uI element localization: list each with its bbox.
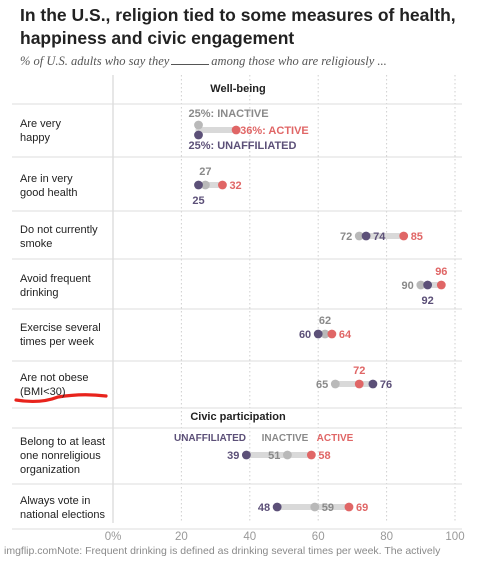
dot-inactive (283, 450, 292, 460)
value-label-active: 58 (318, 450, 330, 462)
value-label-unaffiliated: 25%: UNAFFILIATED (189, 140, 297, 152)
value-label-unaffiliated: 25 (192, 195, 204, 207)
dot-unaffiliated (361, 231, 371, 241)
dot-inactive (194, 120, 203, 130)
x-tick-label: 100 (445, 531, 464, 543)
dot-inactive (416, 280, 426, 290)
dot-active (354, 379, 364, 389)
row-label: times per week (20, 336, 94, 348)
dot-unaffiliated (423, 280, 433, 290)
row-label: smoke (20, 238, 52, 250)
dot-inactive (320, 329, 330, 339)
row-label: Avoid frequent (20, 273, 91, 285)
row-separators (12, 103, 462, 530)
value-label-active: 64 (339, 329, 352, 341)
row-label: one nonreligious (20, 450, 101, 462)
x-tick-label: 80 (380, 531, 393, 543)
dot-unaffiliated (313, 329, 323, 339)
dot-unaffiliated (194, 130, 203, 140)
value-label-inactive: 62 (319, 315, 331, 327)
value-label-unaffiliated: 92 (422, 295, 434, 307)
value-label-inactive: 51 (268, 450, 280, 462)
section-header: Civic participation (190, 411, 286, 423)
x-tick-label: 20 (175, 531, 188, 543)
dot-active (436, 280, 446, 290)
row-label: national elections (20, 509, 106, 521)
x-tick-label: 60 (312, 531, 325, 543)
footer-source: imgflip.com (4, 545, 58, 557)
value-label-active: 72 (353, 365, 365, 377)
row-label: (BMI<30) (20, 386, 66, 398)
value-label-active: 96 (435, 266, 447, 278)
dot-unaffiliated (241, 450, 251, 460)
value-label-active: 69 (356, 502, 368, 514)
footer: imgflip.comNote: Frequent drinking is de… (4, 545, 440, 557)
row-label: Do not currently (20, 224, 98, 236)
row-label: good health (20, 187, 78, 199)
dot-active (218, 180, 227, 190)
legend-entry-active: ACTIVE (317, 433, 354, 444)
row-label: Are not obese (20, 372, 89, 384)
value-label-unaffiliated: 39 (227, 450, 239, 462)
gridlines (112, 75, 456, 523)
value-label-active: 36%: ACTIVE (240, 125, 309, 137)
dot-active (231, 125, 241, 135)
value-label-inactive: 65 (316, 379, 328, 391)
dot-unaffiliated (368, 379, 378, 389)
x-tick-label: 0% (105, 531, 122, 543)
row-label: Belong to at least (20, 436, 105, 448)
footer-note: Note: Frequent drinking is defined as dr… (57, 545, 441, 557)
value-label-inactive: 90 (402, 280, 414, 292)
value-label-inactive: 59 (322, 502, 334, 514)
row-label: Always vote in (20, 495, 90, 507)
value-label-active: 85 (411, 231, 423, 243)
row-label: Are very (20, 118, 61, 130)
data-marks: 25%: UNAFFILIATED 25%: INACTIVE 36%: ACTIV… (189, 108, 448, 514)
value-label-unaffiliated: 76 (380, 379, 392, 391)
value-label-inactive: 72 (340, 231, 352, 243)
row-label: Are in very (20, 173, 73, 185)
legend-entry-inactive: INACTIVE (262, 433, 309, 444)
value-label-inactive: 27 (199, 166, 211, 178)
dot-unaffiliated (194, 180, 203, 190)
dot-inactive (330, 379, 340, 389)
x-tick-label: 40 (243, 531, 256, 543)
value-label-inactive: 25%: INACTIVE (189, 108, 269, 120)
row-labels: Well-being Civic participation Are very hap… (14, 83, 354, 521)
chart-subtitle: % of U.S. adults who say they among those… (20, 54, 387, 69)
subtitle-end: among those who are religiously ... (211, 54, 387, 68)
value-label-unaffiliated: 74 (373, 231, 386, 243)
dot-inactive (200, 180, 210, 190)
dot-active (327, 329, 337, 339)
dot-active (399, 231, 409, 241)
annotation-underline (14, 393, 108, 404)
chart-title: In the U.S., religion tied to some measu… (20, 5, 456, 48)
subtitle-blank (171, 64, 210, 65)
section-header: Well-being (210, 83, 265, 95)
dot-active (306, 450, 316, 460)
dot-active (344, 502, 354, 512)
legend-entry-unaffiliated: UNAFFILIATED (174, 433, 246, 444)
row-label: Exercise several (20, 322, 101, 334)
value-label-unaffiliated: 48 (258, 502, 270, 514)
dot-inactive (354, 231, 364, 241)
x-axis-ticks: 0% 20 40 60 80 100 (105, 531, 465, 543)
dot-inactive (310, 502, 320, 512)
dot-unaffiliated (272, 502, 282, 512)
subtitle-start: % of U.S. adults who say they (20, 54, 170, 68)
row-label: organization (20, 464, 80, 476)
row-label: drinking (20, 287, 59, 299)
value-label-unaffiliated: 60 (299, 329, 311, 341)
value-label-active: 32 (229, 180, 241, 192)
row-label: happy (20, 132, 50, 144)
